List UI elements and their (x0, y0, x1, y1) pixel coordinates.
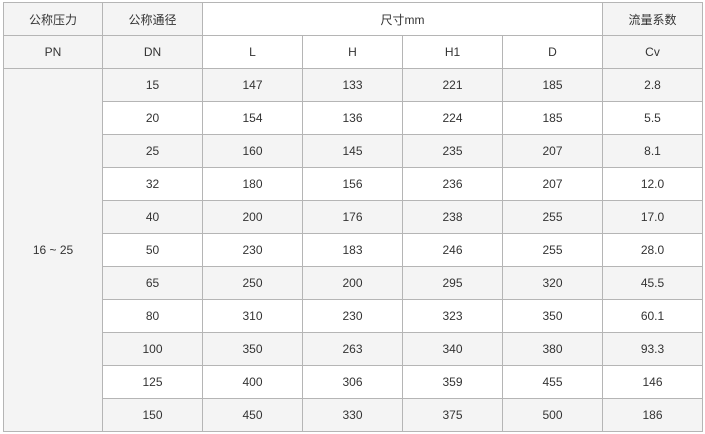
table-cell: 207 (502, 134, 603, 168)
table-cell: 380 (502, 332, 603, 366)
table-cell: 235 (402, 134, 503, 168)
table-row: 50 230 183 246 255 28.0 (3, 233, 703, 267)
table-cell: 156 (302, 167, 403, 201)
table-row: 100 350 263 340 380 93.3 (3, 332, 703, 366)
table-cell: 200 (302, 266, 403, 300)
table-cell: 246 (402, 233, 503, 267)
table-cell: 400 (202, 365, 303, 399)
table-cell: 160 (202, 134, 303, 168)
table-cell: 306 (302, 365, 403, 399)
table-cell: 25 (102, 134, 203, 168)
table-cell: 150 (102, 398, 203, 432)
table-cell: 146 (602, 365, 703, 399)
table-cell: 125 (102, 365, 203, 399)
specification-table: 公称压力 公称通径 尺寸mm 流量系数 PN DN L H H1 D Cv 16… (3, 2, 703, 432)
header-d: D (502, 35, 603, 69)
table-cell: 350 (202, 332, 303, 366)
table-cell: 375 (402, 398, 503, 432)
table-row: 25 160 145 235 207 8.1 (3, 134, 703, 168)
table-cell: 45.5 (602, 266, 703, 300)
table-cell: 136 (302, 101, 403, 135)
table-cell: 100 (102, 332, 203, 366)
table-cell: 221 (402, 68, 503, 102)
table-cell: 65 (102, 266, 203, 300)
table-row: 80 310 230 323 350 60.1 (3, 299, 703, 333)
table-cell: 230 (302, 299, 403, 333)
table-cell: 15 (102, 68, 203, 102)
header-row-2: PN DN L H H1 D Cv (3, 35, 703, 69)
table-cell: 176 (302, 200, 403, 234)
header-cv: Cv (602, 35, 703, 69)
pressure-value: 16 ~ 25 (3, 68, 103, 432)
header-pressure: 公称压力 (3, 2, 103, 36)
table-row: 65 250 200 295 320 45.5 (3, 266, 703, 300)
table-cell: 60.1 (602, 299, 703, 333)
table-cell: 224 (402, 101, 503, 135)
table-cell: 263 (302, 332, 403, 366)
table-cell: 450 (202, 398, 303, 432)
table-cell: 350 (502, 299, 603, 333)
table-cell: 200 (202, 200, 303, 234)
table-cell: 320 (502, 266, 603, 300)
header-row-1: 公称压力 公称通径 尺寸mm 流量系数 (3, 2, 703, 36)
table-cell: 255 (502, 233, 603, 267)
header-h: H (302, 35, 403, 69)
table-cell: 93.3 (602, 332, 703, 366)
table-cell: 2.8 (602, 68, 703, 102)
table-row: 32 180 156 236 207 12.0 (3, 167, 703, 201)
table-row: 125 400 306 359 455 146 (3, 365, 703, 399)
table-row: 16 ~ 25 15 147 133 221 185 2.8 (3, 68, 703, 432)
table-cell: 255 (502, 200, 603, 234)
table-cell: 28.0 (602, 233, 703, 267)
table-cell: 17.0 (602, 200, 703, 234)
table-row: 20 154 136 224 185 5.5 (3, 101, 703, 135)
table-cell: 330 (302, 398, 403, 432)
table-cell: 32 (102, 167, 203, 201)
table-cell: 295 (402, 266, 503, 300)
table-cell: 5.5 (602, 101, 703, 135)
table-cell: 133 (302, 68, 403, 102)
table-row: 150 450 330 375 500 186 (3, 398, 703, 432)
table-cell: 147 (202, 68, 303, 102)
header-dn: DN (102, 35, 203, 69)
table-cell: 185 (502, 68, 603, 102)
table-row: 40 200 176 238 255 17.0 (3, 200, 703, 234)
table-cell: 185 (502, 101, 603, 135)
table-cell: 250 (202, 266, 303, 300)
table-cell: 500 (502, 398, 603, 432)
table-cell: 20 (102, 101, 203, 135)
header-diameter: 公称通径 (102, 2, 203, 36)
table-cell: 40 (102, 200, 203, 234)
table-cell: 8.1 (602, 134, 703, 168)
table-cell: 323 (402, 299, 503, 333)
table-cell: 183 (302, 233, 403, 267)
table-cell: 180 (202, 167, 303, 201)
table-cell: 455 (502, 365, 603, 399)
table-cell: 236 (402, 167, 503, 201)
table-cell: 340 (402, 332, 503, 366)
table-cell: 207 (502, 167, 603, 201)
header-h1: H1 (402, 35, 503, 69)
table-cell: 230 (202, 233, 303, 267)
table-cell: 186 (602, 398, 703, 432)
header-l: L (202, 35, 303, 69)
table-cell: 80 (102, 299, 203, 333)
table-cell: 359 (402, 365, 503, 399)
table-cell: 154 (202, 101, 303, 135)
header-dimensions: 尺寸mm (202, 2, 603, 36)
table-cell: 145 (302, 134, 403, 168)
table-cell: 50 (102, 233, 203, 267)
table-cell: 238 (402, 200, 503, 234)
header-pn: PN (3, 35, 103, 69)
table-cell: 12.0 (602, 167, 703, 201)
header-flow: 流量系数 (602, 2, 703, 36)
table-cell: 310 (202, 299, 303, 333)
